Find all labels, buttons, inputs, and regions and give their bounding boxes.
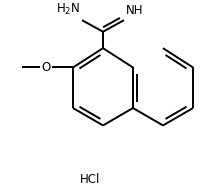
Text: H$_2$N: H$_2$N	[56, 2, 80, 17]
Text: HCl: HCl	[80, 173, 100, 186]
Text: O: O	[41, 61, 51, 74]
Text: NH: NH	[126, 4, 143, 17]
